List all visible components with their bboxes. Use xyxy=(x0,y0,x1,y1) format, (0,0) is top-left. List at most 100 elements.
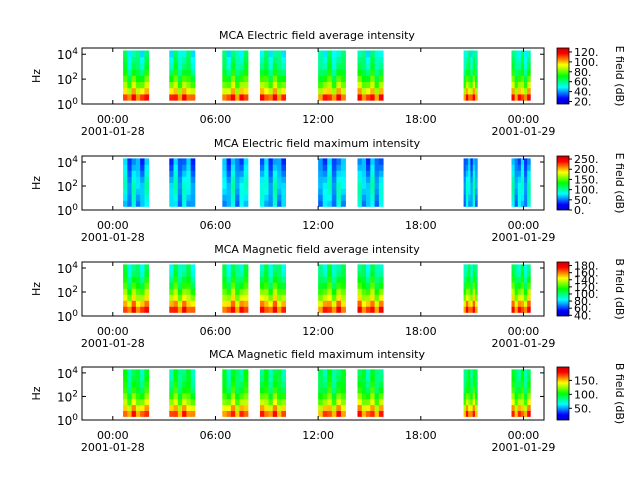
heatmap-cell xyxy=(370,200,375,207)
heatmap-cell xyxy=(318,182,324,189)
heatmap-cell xyxy=(468,381,471,388)
heatmap-cell xyxy=(226,264,232,271)
heatmap-cell xyxy=(259,398,265,406)
heatmap-cell xyxy=(264,369,269,376)
heatmap-cell xyxy=(322,164,328,171)
heatmap-cell xyxy=(277,176,282,183)
heatmap-cell xyxy=(173,200,179,207)
heatmap-cell xyxy=(357,69,363,76)
heatmap-cell xyxy=(378,94,384,101)
heatmap-cell xyxy=(361,81,367,89)
heatmap-cell xyxy=(230,381,236,388)
heatmap-cell xyxy=(281,182,287,189)
heatmap-cell xyxy=(378,404,384,411)
heatmap-cell xyxy=(140,270,145,277)
heatmap-cell xyxy=(465,264,469,271)
heatmap-cell xyxy=(131,170,137,177)
heatmap-cell xyxy=(331,188,337,195)
heatmap-cell xyxy=(169,56,174,64)
heatmap-cell xyxy=(243,170,249,177)
heatmap-cell xyxy=(318,200,324,207)
heatmap-cell xyxy=(123,75,128,82)
heatmap-cell xyxy=(322,182,328,189)
heatmap-cell xyxy=(235,81,240,89)
heatmap-cell xyxy=(277,87,282,95)
heatmap-cell xyxy=(177,164,183,171)
heatmap-cell xyxy=(463,50,467,58)
heatmap-cell xyxy=(465,182,469,189)
heatmap-cell xyxy=(230,164,236,171)
heatmap-cell xyxy=(340,392,346,400)
heatmap-cell xyxy=(277,398,282,406)
heatmap-cell xyxy=(340,288,346,295)
heatmap-cell xyxy=(527,87,531,95)
heatmap-cell xyxy=(527,176,531,183)
heatmap-cell xyxy=(281,62,287,70)
heatmap-cell xyxy=(268,410,274,417)
heatmap-cell xyxy=(331,270,337,277)
heatmap-cell xyxy=(331,50,337,58)
heatmap-cell xyxy=(239,62,245,70)
heatmap-cell xyxy=(366,75,371,82)
heatmap-cell xyxy=(243,410,249,417)
heatmap-cell xyxy=(190,50,196,58)
heatmap-cell xyxy=(140,306,145,313)
heatmap-cell xyxy=(463,69,467,76)
heatmap-cell xyxy=(527,94,531,101)
heatmap-cell xyxy=(366,176,371,183)
heatmap-cell xyxy=(366,288,371,295)
heatmap-cell xyxy=(336,375,342,382)
heatmap-cell xyxy=(226,94,232,101)
heatmap-cell xyxy=(226,200,232,207)
heatmap-cell xyxy=(468,194,471,201)
heatmap-cell xyxy=(177,282,183,289)
heatmap-cell xyxy=(222,194,227,201)
heatmap-cell xyxy=(264,288,269,295)
heatmap-cell xyxy=(127,264,133,271)
heatmap-cell xyxy=(463,300,467,307)
heatmap-cell xyxy=(465,381,469,388)
heatmap-cell xyxy=(169,176,174,183)
heatmap-cell xyxy=(527,170,531,177)
heatmap-cell xyxy=(140,387,145,394)
heatmap-cell xyxy=(370,410,375,417)
heatmap-cell xyxy=(281,200,287,207)
heatmap-cell xyxy=(222,294,227,301)
heatmap-cell xyxy=(222,56,227,64)
heatmap-cell xyxy=(378,288,384,295)
heatmap-cell xyxy=(517,392,522,400)
heatmap-cell xyxy=(222,176,227,183)
heatmap-cell xyxy=(474,398,478,406)
heatmap-cell xyxy=(268,404,274,411)
heatmap-cell xyxy=(190,62,196,70)
heatmap-cell xyxy=(190,282,196,289)
heatmap-cell xyxy=(331,158,337,165)
heatmap-cell xyxy=(230,182,236,189)
heatmap-cell xyxy=(135,158,141,165)
heatmap-cell xyxy=(331,170,337,177)
heatmap-cell xyxy=(277,387,282,394)
heatmap-cell xyxy=(239,50,245,58)
heatmap-cell xyxy=(517,264,522,271)
heatmap-cell xyxy=(281,264,287,271)
heatmap-cell xyxy=(472,369,476,376)
heatmap-cell xyxy=(511,294,516,301)
heatmap-cell xyxy=(268,294,274,301)
heatmap-cell xyxy=(190,87,196,95)
heatmap-cell xyxy=(123,56,128,64)
heatmap-cell xyxy=(378,306,384,313)
heatmap-cell xyxy=(127,369,133,376)
heatmap-cell xyxy=(272,375,278,382)
heatmap-cell xyxy=(239,194,245,201)
heatmap-cell xyxy=(517,50,522,58)
heatmap-cell xyxy=(470,404,474,411)
heatmap-cell xyxy=(463,398,467,406)
colorbar-label: B field (dB) xyxy=(613,363,626,424)
heatmap-cell xyxy=(144,369,150,376)
heatmap-cell xyxy=(135,306,141,313)
heatmap-cell xyxy=(135,188,141,195)
heatmap-cell xyxy=(239,94,245,101)
heatmap-cell xyxy=(520,381,525,388)
heatmap-cell xyxy=(465,94,469,101)
heatmap-cell xyxy=(226,404,232,411)
